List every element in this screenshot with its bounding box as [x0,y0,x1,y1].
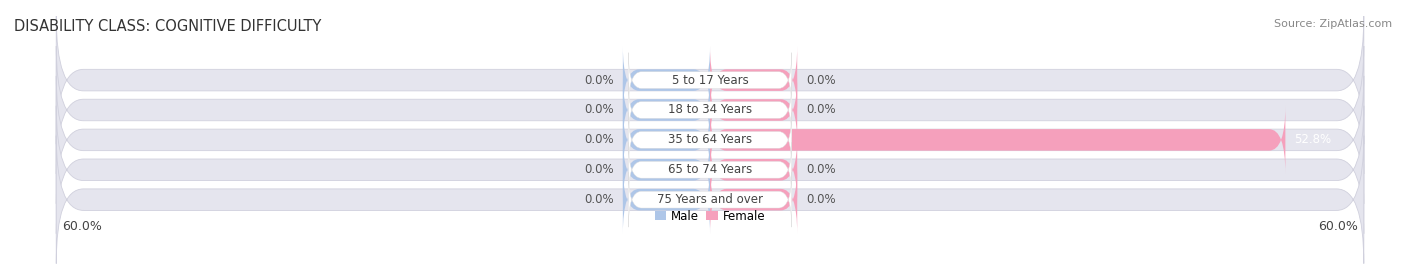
FancyBboxPatch shape [710,136,797,204]
FancyBboxPatch shape [628,142,792,197]
FancyBboxPatch shape [628,172,792,227]
Text: Source: ZipAtlas.com: Source: ZipAtlas.com [1274,19,1392,29]
Text: 60.0%: 60.0% [62,220,101,233]
FancyBboxPatch shape [56,136,1364,264]
FancyBboxPatch shape [628,112,792,167]
Legend: Male, Female: Male, Female [650,205,770,228]
Text: 0.0%: 0.0% [585,163,614,176]
FancyBboxPatch shape [623,76,710,144]
FancyBboxPatch shape [56,76,1364,204]
FancyBboxPatch shape [56,46,1364,174]
Text: 0.0%: 0.0% [806,163,835,176]
Text: 18 to 34 Years: 18 to 34 Years [668,104,752,116]
Text: 0.0%: 0.0% [585,104,614,116]
FancyBboxPatch shape [56,16,1364,144]
FancyBboxPatch shape [623,46,710,114]
Text: 60.0%: 60.0% [1319,220,1358,233]
FancyBboxPatch shape [56,106,1364,234]
Text: 52.8%: 52.8% [1294,133,1331,146]
Text: 0.0%: 0.0% [806,74,835,87]
Text: 0.0%: 0.0% [585,133,614,146]
Text: DISABILITY CLASS: COGNITIVE DIFFICULTY: DISABILITY CLASS: COGNITIVE DIFFICULTY [14,19,322,34]
FancyBboxPatch shape [710,106,1285,174]
FancyBboxPatch shape [628,53,792,108]
Text: 65 to 74 Years: 65 to 74 Years [668,163,752,176]
Text: 0.0%: 0.0% [806,193,835,206]
FancyBboxPatch shape [623,136,710,204]
FancyBboxPatch shape [623,166,710,234]
Text: 0.0%: 0.0% [585,74,614,87]
Text: 0.0%: 0.0% [585,193,614,206]
FancyBboxPatch shape [710,76,797,144]
FancyBboxPatch shape [710,46,797,114]
FancyBboxPatch shape [628,83,792,137]
Text: 5 to 17 Years: 5 to 17 Years [672,74,748,87]
FancyBboxPatch shape [623,106,710,174]
Text: 35 to 64 Years: 35 to 64 Years [668,133,752,146]
Text: 75 Years and over: 75 Years and over [657,193,763,206]
FancyBboxPatch shape [710,166,797,234]
Text: 0.0%: 0.0% [806,104,835,116]
